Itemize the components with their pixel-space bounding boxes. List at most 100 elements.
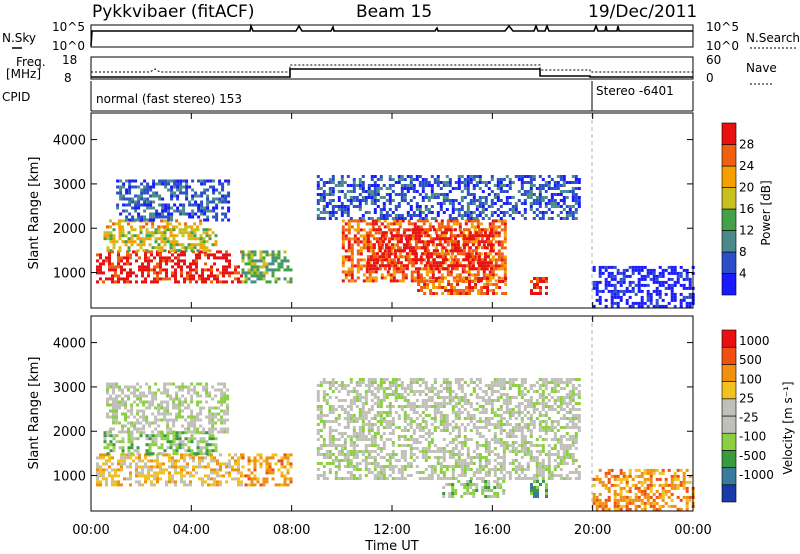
range-cell [444, 289, 448, 292]
range-cell [118, 400, 121, 404]
range-cell [366, 264, 370, 268]
range-cell [413, 222, 417, 226]
range-cell [231, 271, 234, 275]
range-cell [447, 283, 451, 286]
range-cell [468, 292, 472, 295]
range-cell [439, 423, 443, 426]
range-cell [442, 420, 446, 423]
range-cell [201, 271, 204, 275]
range-cell [358, 429, 362, 432]
range-cell [373, 468, 377, 471]
range-cell [247, 253, 251, 257]
range-cell [544, 196, 548, 199]
range-cell [208, 409, 212, 413]
range-cell [424, 402, 428, 405]
range-cell [184, 449, 188, 453]
range-cell [174, 274, 177, 278]
range-cell [190, 440, 194, 444]
range-cell [643, 265, 647, 269]
range-cell [370, 193, 374, 196]
range-cell [415, 405, 419, 408]
range-cell [424, 420, 428, 423]
range-cell [221, 206, 225, 210]
range-cell [118, 421, 121, 425]
range-cell [380, 246, 384, 250]
range-cell [109, 409, 112, 413]
range-cell [392, 276, 396, 280]
range-cell [484, 471, 488, 474]
range-cell [385, 420, 389, 423]
range-cell [244, 483, 248, 487]
range-cell [370, 456, 374, 459]
range-cell [655, 301, 659, 305]
range-cell [211, 421, 215, 425]
range-cell [148, 406, 152, 410]
range-cell [214, 240, 218, 244]
range-cell [392, 279, 396, 283]
range-cell [358, 432, 362, 435]
range-cell [664, 280, 668, 284]
range-cell [179, 191, 183, 195]
range-cell [253, 271, 257, 275]
range-cell [502, 202, 506, 205]
range-cell [439, 208, 443, 211]
range-cell [361, 408, 365, 411]
range-cell [613, 286, 617, 290]
range-cell [206, 206, 210, 210]
range-cell [136, 412, 140, 416]
range-cell [183, 474, 186, 478]
range-cell [122, 203, 126, 207]
range-cell [388, 187, 392, 190]
range-cell [192, 456, 195, 460]
range-cell [349, 378, 353, 381]
range-cell [346, 214, 350, 217]
range-cell [201, 268, 204, 272]
range-cell [640, 283, 644, 287]
range-cell [322, 393, 326, 396]
range-cell [448, 399, 452, 402]
range-cell [265, 459, 269, 463]
range-cell [358, 468, 362, 471]
range-cell [426, 283, 430, 286]
range-cell [466, 462, 470, 465]
range-cell [256, 459, 260, 463]
range-cell [409, 474, 413, 477]
range-cell [241, 456, 245, 460]
range-cell [431, 240, 435, 244]
range-cell [367, 429, 371, 432]
range-cell [469, 202, 473, 205]
range-cell [219, 474, 222, 478]
range-cell [157, 434, 161, 438]
range-cell [99, 277, 102, 281]
range-cell [490, 205, 494, 208]
range-cell [658, 280, 662, 284]
range-cell [616, 301, 620, 305]
range-cell [178, 385, 182, 389]
range-cell [133, 228, 137, 232]
range-cell [409, 450, 413, 453]
range-cell [382, 474, 386, 477]
range-cell [475, 217, 479, 220]
range-cell [376, 447, 380, 450]
range-cell [481, 396, 485, 399]
range-cell [379, 423, 383, 426]
range-cell [174, 268, 177, 272]
range-cell [155, 209, 159, 213]
range-cell [415, 190, 419, 193]
range-cell [222, 274, 225, 278]
range-cell [153, 265, 156, 269]
range-cell [422, 258, 426, 262]
range-cell [111, 277, 114, 281]
range-cell [372, 243, 376, 247]
range-cell [646, 292, 650, 296]
range-cell [201, 456, 204, 460]
range-cell [256, 271, 260, 275]
range-cell [340, 435, 344, 438]
range-cell [538, 193, 542, 196]
range-cell [448, 393, 452, 396]
range-cell [211, 424, 215, 428]
range-cell [151, 246, 155, 250]
range-cell [445, 423, 449, 426]
range-cell [415, 411, 419, 414]
range-cell [180, 465, 183, 469]
